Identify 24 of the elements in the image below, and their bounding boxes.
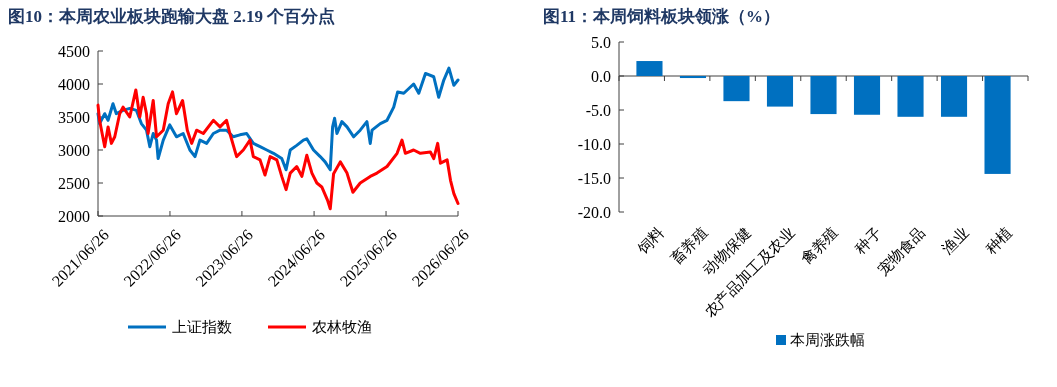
y-tick-label: -20.0 — [577, 203, 611, 221]
y-tick-label: -15.0 — [577, 169, 611, 187]
y-tick-label: 2000 — [58, 207, 90, 225]
legend-label: 上证指数 — [172, 319, 232, 336]
y-tick-label: 4500 — [58, 42, 90, 60]
legend-label: 本周涨跌幅 — [790, 332, 865, 349]
x-tick-label: 渔业 — [939, 224, 972, 257]
line-series — [96, 66, 460, 172]
y-tick-label: 3500 — [58, 108, 90, 126]
y-tick-label: 4000 — [58, 75, 90, 93]
y-tick-label: 5.0 — [591, 33, 611, 51]
chart-title: 图11：本周饲料板块领涨（%） — [543, 7, 781, 26]
y-tick-label: 3000 — [58, 141, 90, 159]
x-tick-label: 种子 — [852, 224, 885, 257]
line-series — [96, 88, 460, 211]
x-tick-label: 禽养殖 — [797, 224, 842, 268]
x-tick-label: 饲料 — [633, 224, 667, 258]
y-tick-label: -10.0 — [577, 135, 611, 153]
y-tick-label: 2500 — [58, 174, 90, 192]
x-tick-label: 种植 — [982, 224, 1016, 257]
y-tick-label: 0.0 — [591, 67, 611, 85]
y-tick-label: -5.0 — [585, 101, 611, 119]
legend-label: 农林牧渔 — [312, 319, 372, 336]
chart-title: 图10：本周农业板块跑输大盘 2.19 个百分点 — [8, 7, 336, 26]
